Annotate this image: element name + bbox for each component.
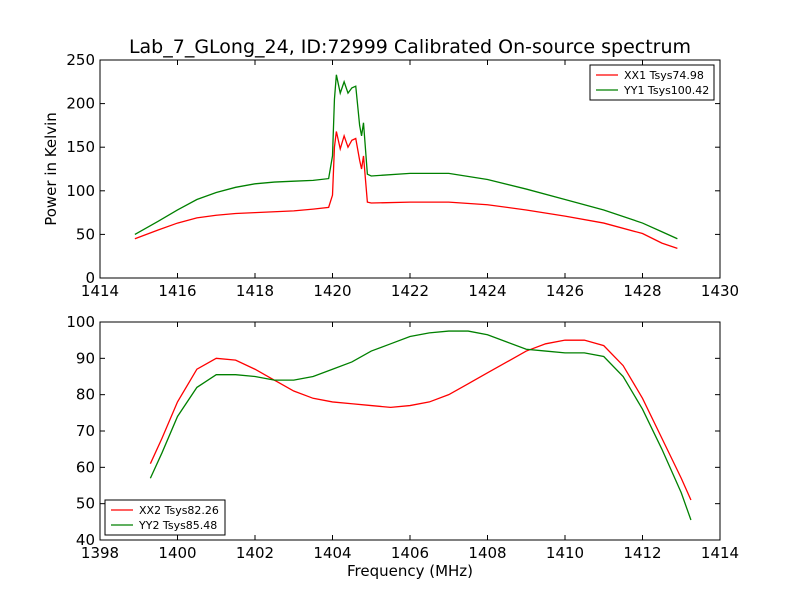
y-tick-label: 80 (76, 386, 95, 404)
legend-box (104, 499, 226, 536)
x-axis-label: Frequency (MHz) (347, 562, 473, 580)
y-tick-label: 150 (66, 138, 95, 156)
y-tick-label: 100 (66, 313, 95, 331)
x-tick-label: 1422 (391, 282, 429, 300)
legend: XX1 Tsys74.98 YY1 Tsys100.42 (589, 64, 715, 101)
x-tick-label: 1428 (623, 282, 661, 300)
series-line-2 (149, 330, 692, 521)
x-tick-label: 1416 (158, 282, 196, 300)
series-line-2 (134, 74, 678, 240)
x-tick-label: 1418 (236, 282, 274, 300)
series-line-1 (149, 339, 692, 501)
y-tick-label: 60 (76, 458, 95, 476)
legend-label: XX1 Tsys74.98 (624, 69, 704, 82)
y-tick-label: 200 (66, 95, 95, 113)
y-tick-label: 50 (76, 225, 95, 243)
x-tick-label: 1404 (313, 544, 351, 562)
x-tick-label: 1400 (158, 544, 196, 562)
y-tick-label: 100 (66, 182, 95, 200)
y-axis-label: Power in Kelvin (42, 112, 60, 226)
x-tick-label: 1420 (313, 282, 351, 300)
legend-box (589, 64, 715, 101)
legend-label: YY2 Tsys85.48 (138, 519, 217, 532)
legend-label: YY1 Tsys100.42 (623, 84, 709, 97)
x-tick-label: 1414 (81, 282, 119, 300)
chart-title: Lab_7_GLong_24, ID:72999 Calibrated On-s… (129, 36, 691, 58)
x-tick-label: 1398 (81, 544, 119, 562)
x-tick-label: 1406 (391, 544, 429, 562)
bottom-panel: 1398 1400 1402 1404 1406 1408 1410 1412 1414 40 50… (66, 313, 739, 580)
top-panel: 1414 1416 1418 1420 1422 1424 1426 1428 1430 0 50 1… (42, 51, 739, 300)
x-tick-label: 1412 (623, 544, 661, 562)
legend: XX2 Tsys82.26 YY2 Tsys85.48 (104, 499, 226, 536)
x-tick-label: 1414 (701, 544, 739, 562)
legend-label: XX2 Tsys82.26 (139, 504, 219, 517)
x-tick-label: 1410 (546, 544, 584, 562)
x-tick-label: 1430 (701, 282, 739, 300)
x-tick-label: 1408 (468, 544, 506, 562)
y-tick-label: 250 (66, 51, 95, 69)
y-tick-label: 40 (76, 531, 95, 549)
x-tick-label: 1426 (546, 282, 584, 300)
y-tick-label: 70 (76, 422, 95, 440)
y-tick-label: 50 (76, 495, 95, 513)
y-tick-label: 0 (85, 269, 95, 287)
x-tick-label: 1424 (468, 282, 506, 300)
series-line-1 (134, 131, 678, 249)
y-tick-label: 90 (76, 349, 95, 367)
x-tick-label: 1402 (236, 544, 274, 562)
